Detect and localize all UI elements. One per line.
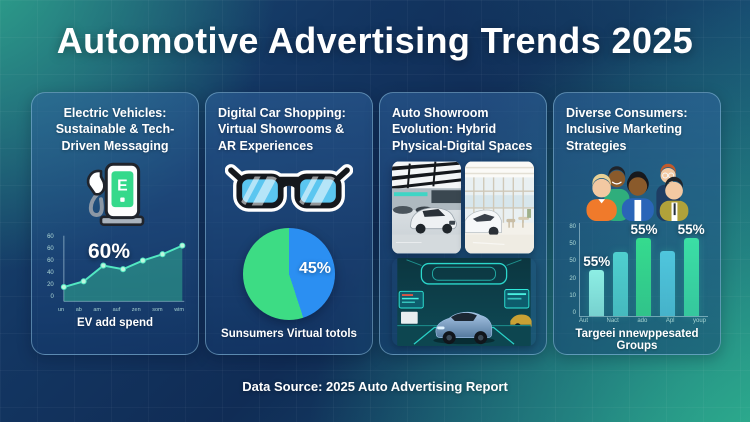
tick-label: 60 bbox=[47, 257, 54, 264]
futuristic-neon-digital-showroom-photo bbox=[397, 258, 532, 346]
tick-label: 40 bbox=[47, 269, 54, 276]
tick-label: 60 bbox=[47, 245, 54, 252]
tick-label: un bbox=[58, 306, 65, 313]
tick-label: am bbox=[93, 306, 102, 313]
diverse-people-icon-svg bbox=[586, 163, 689, 221]
tick-label: Nact bbox=[606, 318, 619, 324]
tick-label: 50 bbox=[569, 258, 576, 265]
card-title-digital-car-shopping: Digital Car Shopping: Virtual Showrooms … bbox=[218, 106, 346, 153]
ev-area-chart-svg bbox=[60, 235, 186, 302]
card-title-diverse-consumers: Diverse Consumers: Inclusive Marketing S… bbox=[566, 106, 688, 153]
ev-chart-xticks: un ab am auf zen som wim bbox=[58, 307, 184, 313]
ev-area-chart: 60% 60 60 60 40 20 0 bbox=[44, 232, 186, 306]
tick-label: 20 bbox=[569, 275, 576, 282]
bar-value-label: 55% bbox=[630, 222, 658, 237]
tick-label: 10 bbox=[569, 292, 576, 299]
page-title: Automotive Advertising Trends 2025 bbox=[56, 20, 694, 61]
pie-chart-caption: Sunsumers Virtual totols bbox=[221, 327, 357, 340]
bright-showroom-windows-photo bbox=[465, 161, 534, 254]
bar-column: 55% bbox=[583, 223, 610, 316]
showroom-photos-row bbox=[392, 161, 534, 254]
ar-glasses-icon-svg bbox=[225, 163, 353, 212]
tick-label: 60 bbox=[47, 233, 54, 240]
tick-label: 50 bbox=[569, 241, 576, 248]
tick-label: 20 bbox=[47, 281, 54, 288]
bar bbox=[612, 252, 628, 316]
bar-value-label: 55% bbox=[583, 254, 611, 269]
bar-column bbox=[612, 223, 628, 316]
card-auto-showroom-evolution: Auto Showroom Evolution: Hybrid Physical… bbox=[379, 92, 547, 355]
bar bbox=[589, 269, 605, 316]
bar-value-label: 55% bbox=[677, 222, 705, 237]
tick-label: ado bbox=[637, 318, 648, 324]
bar bbox=[660, 250, 676, 316]
bar-column: 55% bbox=[630, 222, 658, 316]
physical-showroom-ceiling-grid-photo bbox=[392, 161, 461, 254]
card-electric-vehicles: Electric Vehicles: Sustainable & Tech-Dr… bbox=[31, 92, 199, 355]
tick-label: ab bbox=[75, 306, 82, 313]
ev-chart-callout: 60% bbox=[88, 239, 131, 263]
ev-charger-icon: E bbox=[44, 158, 186, 230]
card-title-electric-vehicles: Electric Vehicles: Sustainable & Tech-Dr… bbox=[55, 106, 175, 153]
target-groups-bars: 55% 55% 55% bbox=[579, 223, 708, 317]
bar-column bbox=[660, 223, 676, 316]
ar-glasses-icon bbox=[218, 158, 360, 224]
virtual-tools-pie-chart: 45% bbox=[218, 227, 360, 320]
pie-slice-label: 45% bbox=[298, 259, 331, 277]
ev-chart-yticks: 60 60 60 40 20 0 bbox=[44, 232, 57, 302]
target-groups-yticks: 80 50 50 20 10 0 bbox=[566, 223, 579, 317]
virtual-tools-pie: 45% bbox=[243, 227, 335, 320]
diverse-people-icon bbox=[566, 157, 708, 221]
bar-chart-caption: Targeei nnewppesated Groups bbox=[575, 328, 699, 352]
tick-label: wim bbox=[174, 306, 184, 313]
tick-label: som bbox=[152, 306, 163, 313]
card-diverse-consumers: Diverse Consumers: Inclusive Marketing S… bbox=[553, 92, 721, 355]
tick-label: Aut bbox=[579, 318, 589, 324]
target-groups-xticks: Aut Nact ado Apl youp bbox=[579, 318, 706, 324]
tick-label: auf bbox=[112, 306, 121, 313]
data-source: Data Source: 2025 Auto Advertising Repor… bbox=[242, 379, 508, 394]
card-title-auto-showroom: Auto Showroom Evolution: Hybrid Physical… bbox=[392, 106, 533, 153]
tick-label: 0 bbox=[572, 309, 576, 316]
card-digital-car-shopping: Digital Car Shopping: Virtual Showrooms … bbox=[205, 92, 373, 355]
tick-label: youp bbox=[692, 318, 706, 324]
tick-label: zen bbox=[131, 306, 141, 313]
bar bbox=[683, 237, 699, 316]
ev-charger-icon-svg: E bbox=[86, 162, 145, 226]
tick-label: 0 bbox=[50, 293, 54, 300]
tick-label: 80 bbox=[569, 224, 576, 230]
target-groups-chart: 80 50 50 20 10 0 55% 55% 55% bbox=[566, 223, 708, 317]
cards-row: Electric Vehicles: Sustainable & Tech-Dr… bbox=[31, 92, 721, 355]
bar bbox=[636, 237, 652, 316]
ev-chart-caption: EV add spend bbox=[76, 316, 154, 329]
tick-label: Apl bbox=[665, 318, 675, 324]
ev-screen-letter: E bbox=[117, 177, 128, 194]
bar-column: 55% bbox=[678, 223, 705, 316]
